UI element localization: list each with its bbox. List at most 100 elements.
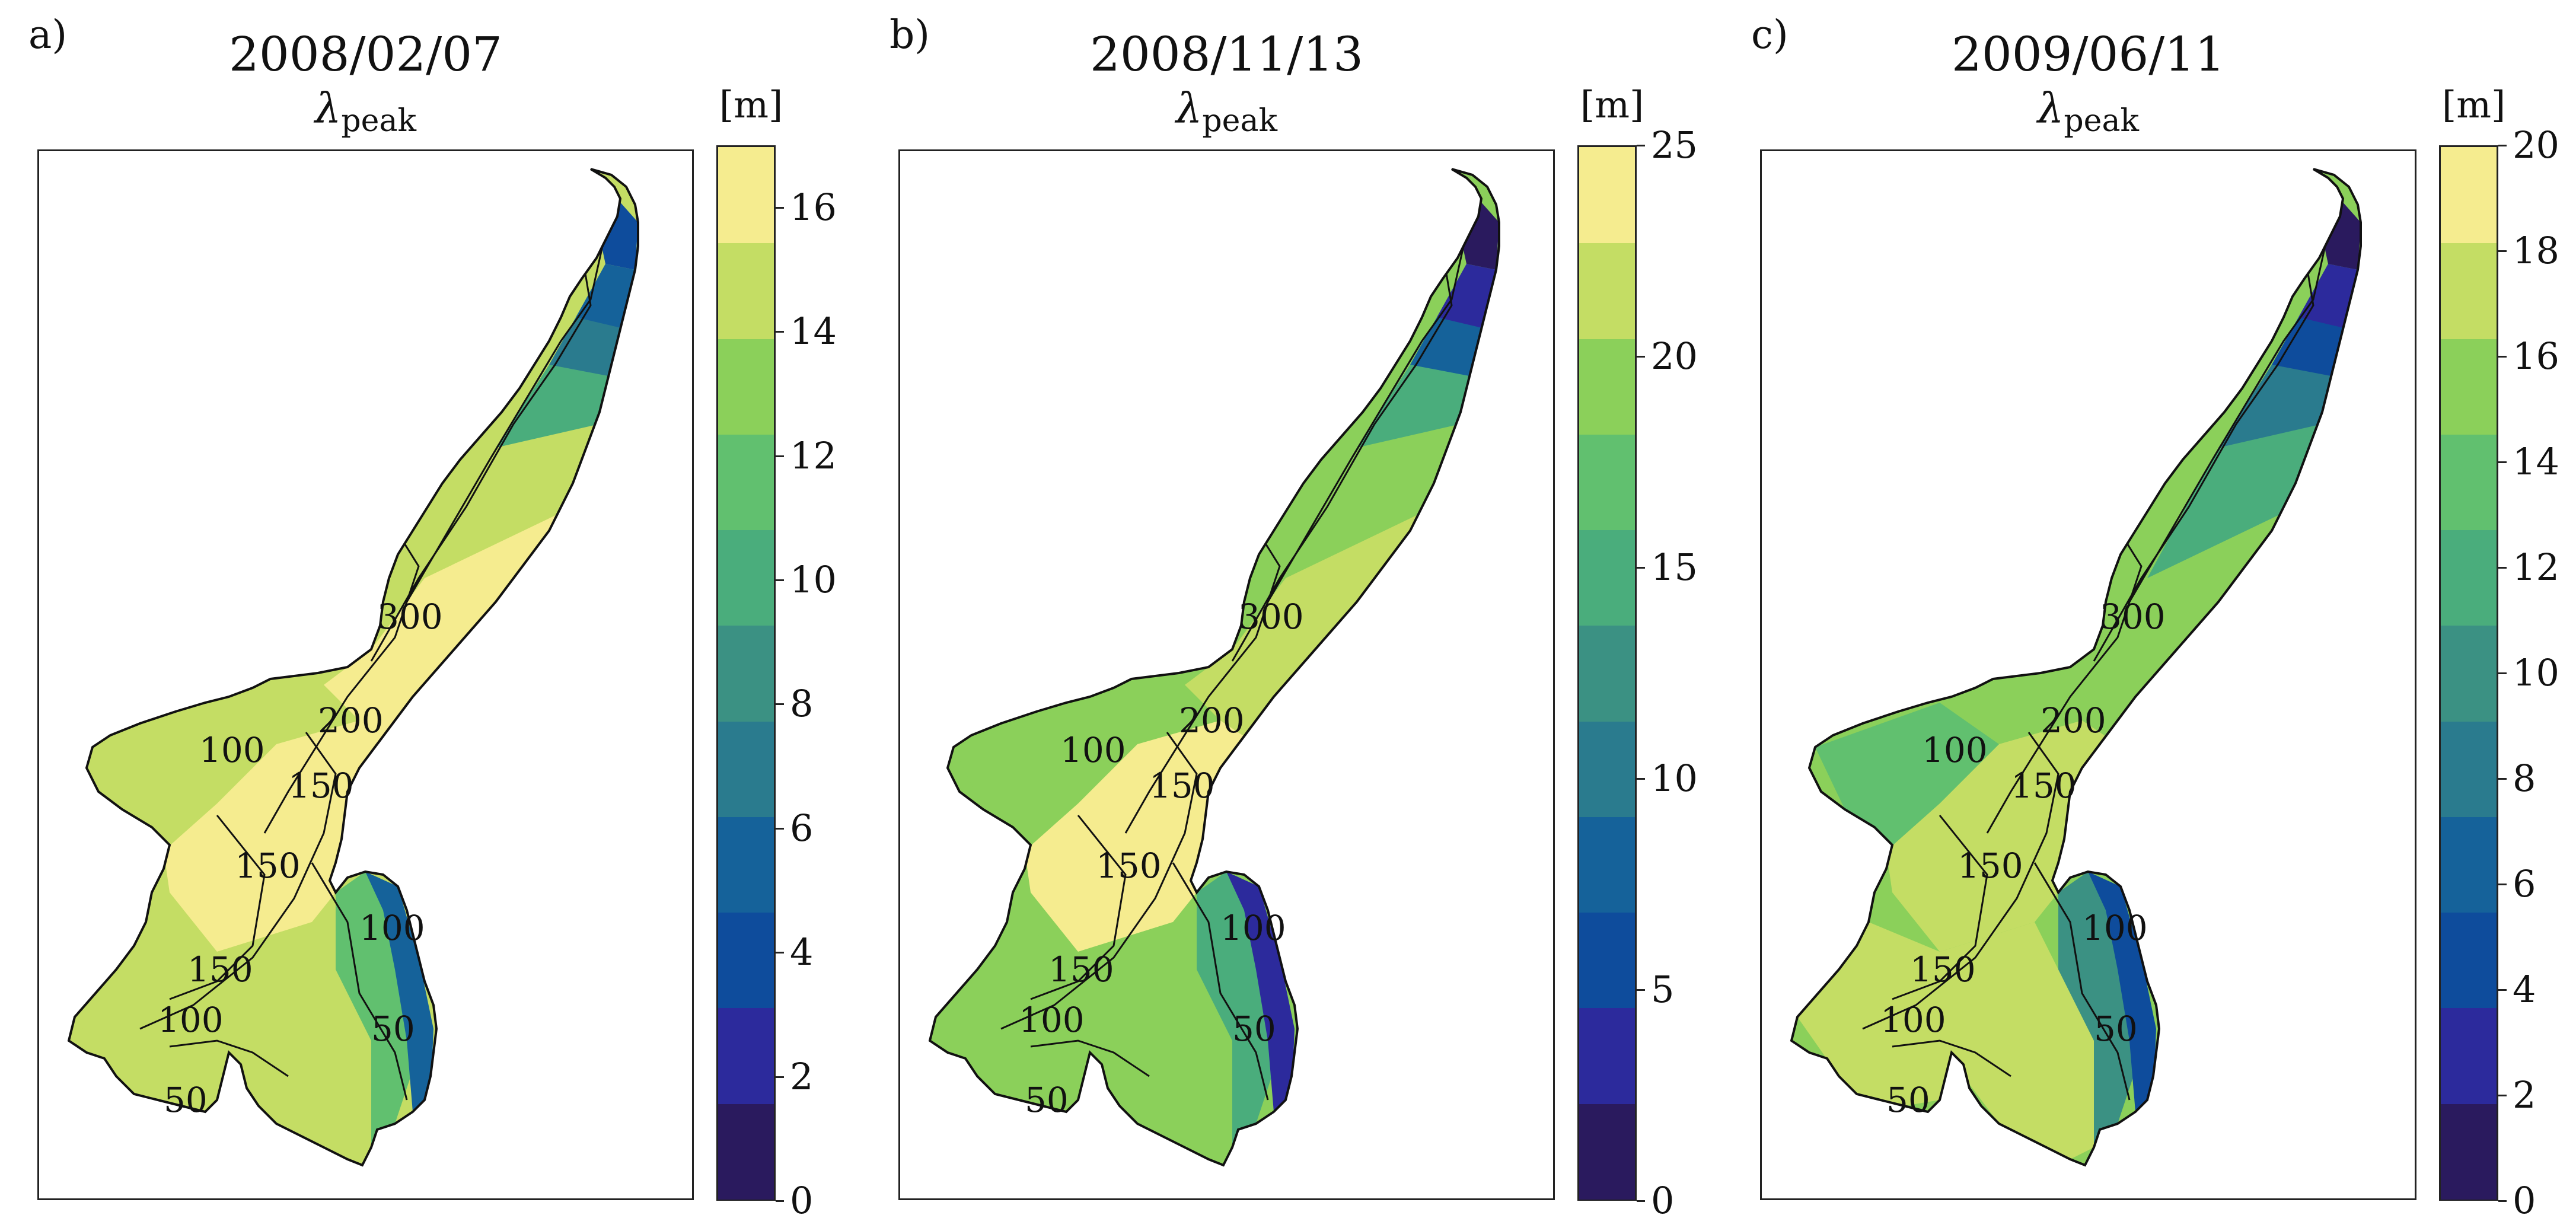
colorbar-segment — [718, 243, 774, 339]
contour-label: 300 — [377, 597, 443, 637]
colorbar-segment — [718, 816, 774, 913]
colorbar-unit: [m] — [2442, 83, 2506, 126]
colorbar-segment — [2441, 720, 2497, 817]
panel-letter: a) — [28, 12, 68, 58]
colorbar-segment — [2441, 816, 2497, 913]
quantity-subscript: peak — [341, 103, 416, 139]
map-frame: 300 200 150 150 150 100 100 100 50 50 — [1760, 149, 2416, 1200]
contour-label: 50 — [371, 1009, 415, 1049]
colorbar-tick-label: 6 — [2513, 862, 2536, 905]
colorbar-tick-label: 12 — [790, 433, 837, 477]
colorbar-tick-label: 20 — [2513, 123, 2559, 167]
colorbar-segment — [1579, 912, 1635, 1009]
colorbar-tick-mark — [2498, 989, 2507, 991]
panel-quantity-label: λpeak — [218, 84, 514, 139]
wavelength-zone — [1815, 703, 1999, 851]
panel-date-title: 2009/06/11 — [1951, 27, 2226, 82]
colorbar-tick-mark — [776, 455, 784, 457]
colorbar-tick-mark — [1637, 145, 1645, 146]
colorbar-segment — [1579, 147, 1635, 244]
colorbar-segment — [2441, 147, 2497, 244]
colorbar-tick-label: 8 — [790, 682, 814, 726]
colorbar-tick-label: 20 — [1651, 334, 1698, 378]
panel-quantity-label: λpeak — [1079, 84, 1375, 139]
contour-label: 100 — [1880, 1000, 1946, 1040]
depth-contour — [1892, 815, 1988, 1000]
colorbar-tick-label: 0 — [2513, 1179, 2536, 1222]
contour-label: 100 — [1922, 730, 1988, 770]
colorbar-tick-label: 0 — [790, 1179, 814, 1222]
colorbar-tick-mark — [2498, 884, 2507, 885]
colorbar-tick-mark — [776, 827, 784, 830]
panel-letter: b) — [890, 12, 930, 58]
colorbar-tick-mark — [1637, 1200, 1645, 1202]
colorbar — [2439, 145, 2498, 1201]
depth-contour — [1862, 732, 2059, 1030]
colorbar-segment — [2441, 530, 2497, 626]
colorbar-segment — [1579, 530, 1635, 626]
contour-label: 150 — [1910, 949, 1976, 990]
contour-label: 150 — [2011, 766, 2077, 806]
colorbar-segment — [2441, 433, 2497, 531]
lake-shoreline — [67, 168, 639, 1167]
contour-label: 100 — [158, 1000, 224, 1040]
colorbar-tick-label: 14 — [2513, 440, 2559, 483]
colorbar-segment — [718, 720, 774, 817]
colorbar-segment — [718, 338, 774, 435]
colorbar-segment — [718, 530, 774, 626]
wavelength-zone — [954, 703, 1137, 851]
wavelength-zone — [1797, 922, 2094, 1159]
depth-contour — [139, 732, 337, 1030]
colorbar-tick-mark — [1637, 989, 1645, 991]
colorbar-tick-label: 2 — [790, 1054, 814, 1098]
quantity-subscript: peak — [1202, 103, 1277, 139]
colorbar-segment — [2441, 1103, 2497, 1200]
contour-label: 100 — [199, 730, 265, 770]
lake-shoreline — [1790, 168, 2362, 1167]
depth-contour — [2093, 269, 2314, 662]
wavelength-zone — [2046, 507, 2296, 744]
colorbar-tick-label: 10 — [790, 557, 837, 601]
colorbar-tick-mark — [2498, 356, 2507, 358]
contour-label: 50 — [1886, 1080, 1930, 1120]
colorbar-segment — [718, 625, 774, 722]
depth-contour — [169, 1039, 289, 1077]
colorbar-tick-mark — [776, 1076, 784, 1078]
depth-contour — [1124, 518, 1281, 834]
colorbar-tick-mark — [776, 331, 784, 333]
colorbar-tick-label: 6 — [790, 806, 814, 850]
contour-label: 200 — [2041, 700, 2106, 741]
colorbar-segment — [1579, 720, 1635, 817]
colorbar-segment — [718, 1103, 774, 1200]
wavelength-zone — [1886, 720, 2118, 952]
colorbar-tick-label: 14 — [790, 310, 837, 353]
map-frame: 300 200 150 150 150 100 100 100 50 50 — [898, 149, 1555, 1200]
contour-label: 150 — [1096, 846, 1162, 886]
contour-label: 200 — [318, 700, 384, 741]
colorbar-segment — [718, 912, 774, 1009]
contour-label: 300 — [2100, 597, 2166, 637]
depth-contour — [2128, 221, 2326, 602]
colorbar-segment — [1579, 625, 1635, 722]
colorbar-tick-mark — [1637, 778, 1645, 780]
colorbar-segment — [2441, 243, 2497, 339]
contour-label: 100 — [1019, 1000, 1085, 1040]
colorbar — [716, 145, 776, 1201]
wavelength-zone — [324, 507, 573, 744]
depth-contour — [1000, 732, 1198, 1030]
wavelength-zone — [164, 720, 395, 952]
colorbar-tick-mark — [2498, 145, 2507, 146]
colorbar-tick-mark — [2498, 567, 2507, 569]
panel-letter: c) — [1751, 12, 1788, 58]
colorbar-tick-mark — [1637, 356, 1645, 358]
wavelength-zone — [93, 703, 276, 851]
colorbar-tick-label: 0 — [1651, 1179, 1675, 1222]
lake-shoreline — [928, 168, 1500, 1167]
colorbar-tick-label: 10 — [1651, 757, 1698, 800]
colorbar — [1577, 145, 1637, 1201]
depth-contour — [263, 518, 420, 834]
colorbar-tick-label: 12 — [2513, 546, 2559, 589]
contour-label: 50 — [2094, 1009, 2138, 1049]
depth-contour — [1267, 221, 1465, 602]
colorbar-segment — [1579, 433, 1635, 531]
